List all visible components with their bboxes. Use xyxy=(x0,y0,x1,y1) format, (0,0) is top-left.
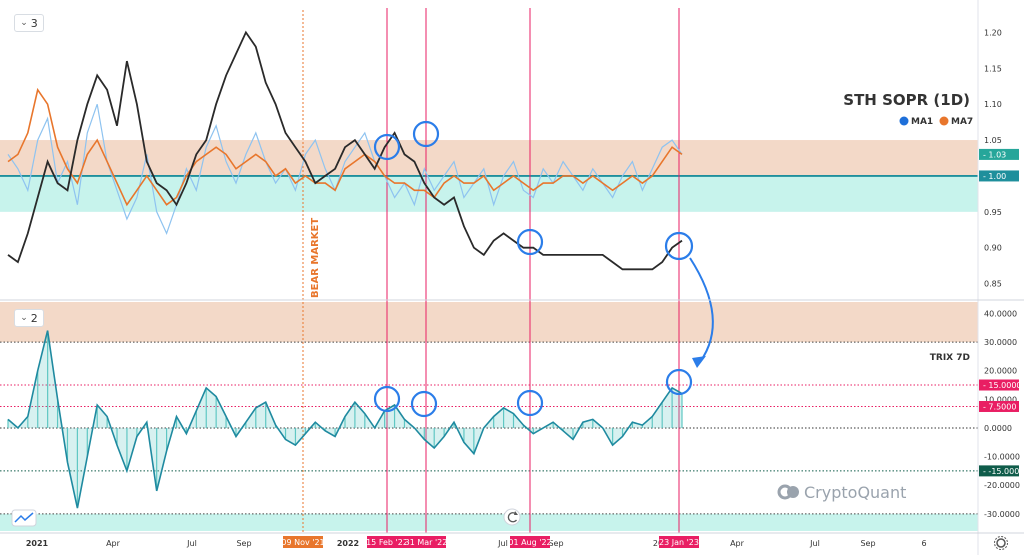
price-label-box xyxy=(979,400,1019,412)
date-marker-label: 15 Feb '22 xyxy=(366,538,408,547)
highlight-circle xyxy=(516,389,544,417)
bear-market-label: BEAR MARKET xyxy=(310,218,321,298)
auto-scale-icon[interactable] xyxy=(11,509,37,527)
x-tick-label: Sep xyxy=(548,539,563,548)
x-tick-label: Sep xyxy=(236,539,251,548)
y-tick-label: 40.0000 xyxy=(984,309,1017,318)
bottom-band-0 xyxy=(0,302,978,343)
series-price xyxy=(7,30,683,271)
x-tick-label: 2022 xyxy=(337,539,359,548)
x-tick-label: Jul xyxy=(809,539,820,548)
y-tick-label: 1.20 xyxy=(984,28,1002,37)
date-marker-label: 09 Nov '21 xyxy=(281,538,324,547)
chevron-down-icon: ⌄ xyxy=(20,18,28,28)
highlight-circle xyxy=(373,133,401,161)
x-tick-label: Jul xyxy=(497,539,508,548)
bottom-pane-index: 2 xyxy=(30,311,38,325)
price-label: - 1.00 xyxy=(983,172,1006,181)
arrow-head-icon xyxy=(692,356,706,368)
bottom-pane-collapse[interactable]: ⌄ 2 xyxy=(14,309,44,327)
x-tick-label: 2021 xyxy=(26,539,49,548)
top-band-0 xyxy=(0,140,978,176)
y-tick-label: -10.0000 xyxy=(984,453,1020,462)
arrow-path xyxy=(689,257,714,363)
y-tick-label: -30.0000 xyxy=(984,510,1020,519)
price-label: - 1.03 xyxy=(983,150,1006,159)
legend: MA1 MA7 xyxy=(899,116,973,127)
reset-icon[interactable] xyxy=(503,508,521,526)
price-label-box xyxy=(979,465,1019,477)
date-marker-label: 01 Aug '22 xyxy=(508,538,551,547)
x-tick-label: Jul xyxy=(186,539,197,548)
x-tick-label: Apr xyxy=(106,539,121,548)
date-marker-box xyxy=(406,536,446,548)
highlight-circle xyxy=(410,390,438,418)
top-band-1 xyxy=(0,175,978,212)
date-marker-label: 23 Jan '23 xyxy=(659,538,699,547)
y-tick-label: 10.0000 xyxy=(984,395,1017,404)
series-ma7 xyxy=(7,87,683,207)
cryptoquant-logo-icon xyxy=(777,484,799,500)
trix-area xyxy=(8,330,682,509)
price-label-box xyxy=(979,148,1019,160)
y-tick-label: 0.85 xyxy=(984,280,1002,289)
price-label: - -15.0000 xyxy=(983,467,1024,476)
highlight-circle xyxy=(412,120,440,148)
highlight-circle xyxy=(664,231,694,261)
legend-ma7-label: MA7 xyxy=(951,117,973,127)
chevron-down-icon: ⌄ xyxy=(20,313,28,323)
legend-ma1-label: MA1 xyxy=(911,117,933,127)
date-marker-box xyxy=(659,536,699,548)
x-tick-label: 20 xyxy=(653,539,663,548)
bottom-band-1 xyxy=(0,513,978,531)
date-marker-box xyxy=(510,536,550,548)
highlight-circle xyxy=(516,228,544,256)
y-tick-label: 20.0000 xyxy=(984,367,1017,376)
y-tick-label: 0.90 xyxy=(984,244,1002,253)
legend-ma7-swatch xyxy=(939,116,949,126)
legend-ma1-swatch xyxy=(899,116,909,126)
series-ma1 xyxy=(7,104,683,236)
y-tick-label: -20.0000 xyxy=(984,481,1020,490)
chart-title: STH SOPR (1D) xyxy=(843,91,970,109)
trix-line xyxy=(7,330,683,509)
highlight-circle xyxy=(665,368,693,396)
y-tick-label: 30.0000 xyxy=(984,338,1017,347)
top-pane-index: 3 xyxy=(30,16,38,30)
x-tick-label: 6 xyxy=(921,539,926,548)
y-tick-label: 1.05 xyxy=(984,136,1002,145)
x-tick-label: Apr xyxy=(730,539,745,548)
price-label: - 7.5000 xyxy=(983,402,1016,411)
price-label-box xyxy=(979,379,1019,391)
price-label: - 15.0000 xyxy=(983,381,1022,390)
x-tick-label: Sep xyxy=(860,539,875,548)
subchart-title: TRIX 7D xyxy=(930,353,970,363)
y-tick-label: 1.10 xyxy=(984,100,1002,109)
date-marker-label: 31 Mar '22 xyxy=(405,538,448,547)
brand-text: CryptoQuant xyxy=(804,483,906,502)
date-marker-box xyxy=(367,536,407,548)
price-label-box xyxy=(979,170,1019,182)
y-tick-label: 0.0000 xyxy=(984,424,1012,433)
top-pane-collapse[interactable]: ⌄ 3 xyxy=(14,14,44,32)
highlight-circle xyxy=(373,385,401,413)
y-tick-label: 1.15 xyxy=(984,64,1002,73)
gear-icon[interactable] xyxy=(994,536,1008,550)
y-tick-label: 0.95 xyxy=(984,208,1002,217)
date-marker-box xyxy=(283,536,323,548)
